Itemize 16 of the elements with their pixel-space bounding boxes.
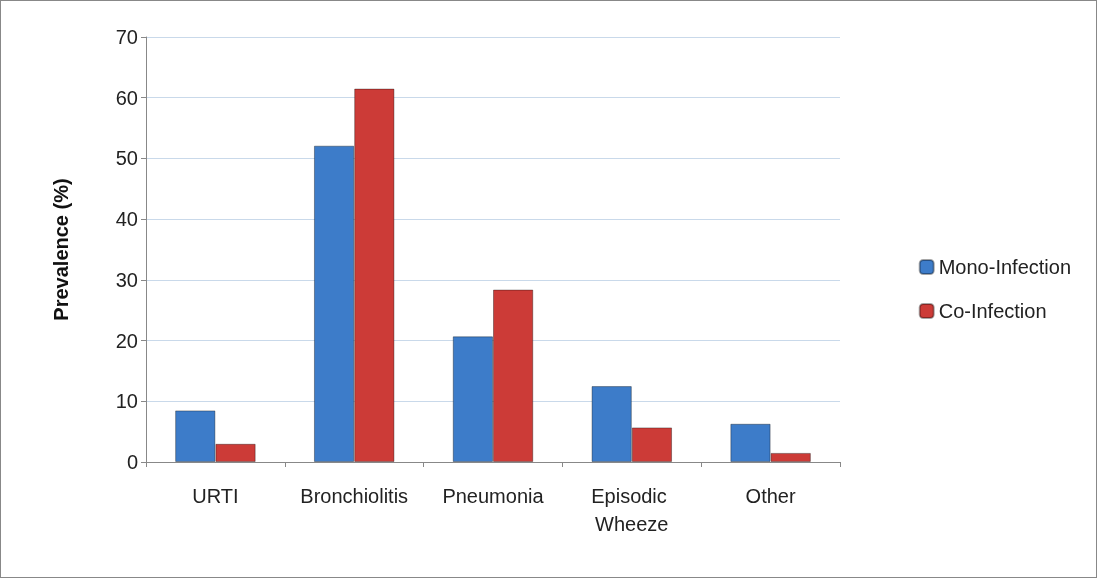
x-tick-label: Pneumonia	[442, 485, 545, 507]
y-tick-label: 40	[115, 208, 138, 231]
x-tick-label: Episodic Wheeze	[591, 485, 673, 535]
y-axis-title: Prevalence (%)	[50, 178, 72, 321]
y-tick-label: 20	[115, 329, 138, 352]
x-tick-label: URTI	[192, 485, 239, 507]
legend-label: Mono-Infection	[938, 256, 1071, 278]
x-tick-label: Bronchiolitis	[300, 485, 409, 507]
y-tick-label: 0	[126, 451, 138, 473]
y-tick-label: 10	[115, 390, 138, 413]
y-tick-label: 70	[115, 26, 138, 48]
y-tick-label: 30	[115, 268, 138, 291]
y-tick-label: 60	[115, 86, 138, 109]
x-tick-label: Other	[745, 485, 796, 507]
legend-label: Co-Infection	[938, 300, 1047, 322]
y-tick-label: 50	[115, 147, 138, 170]
